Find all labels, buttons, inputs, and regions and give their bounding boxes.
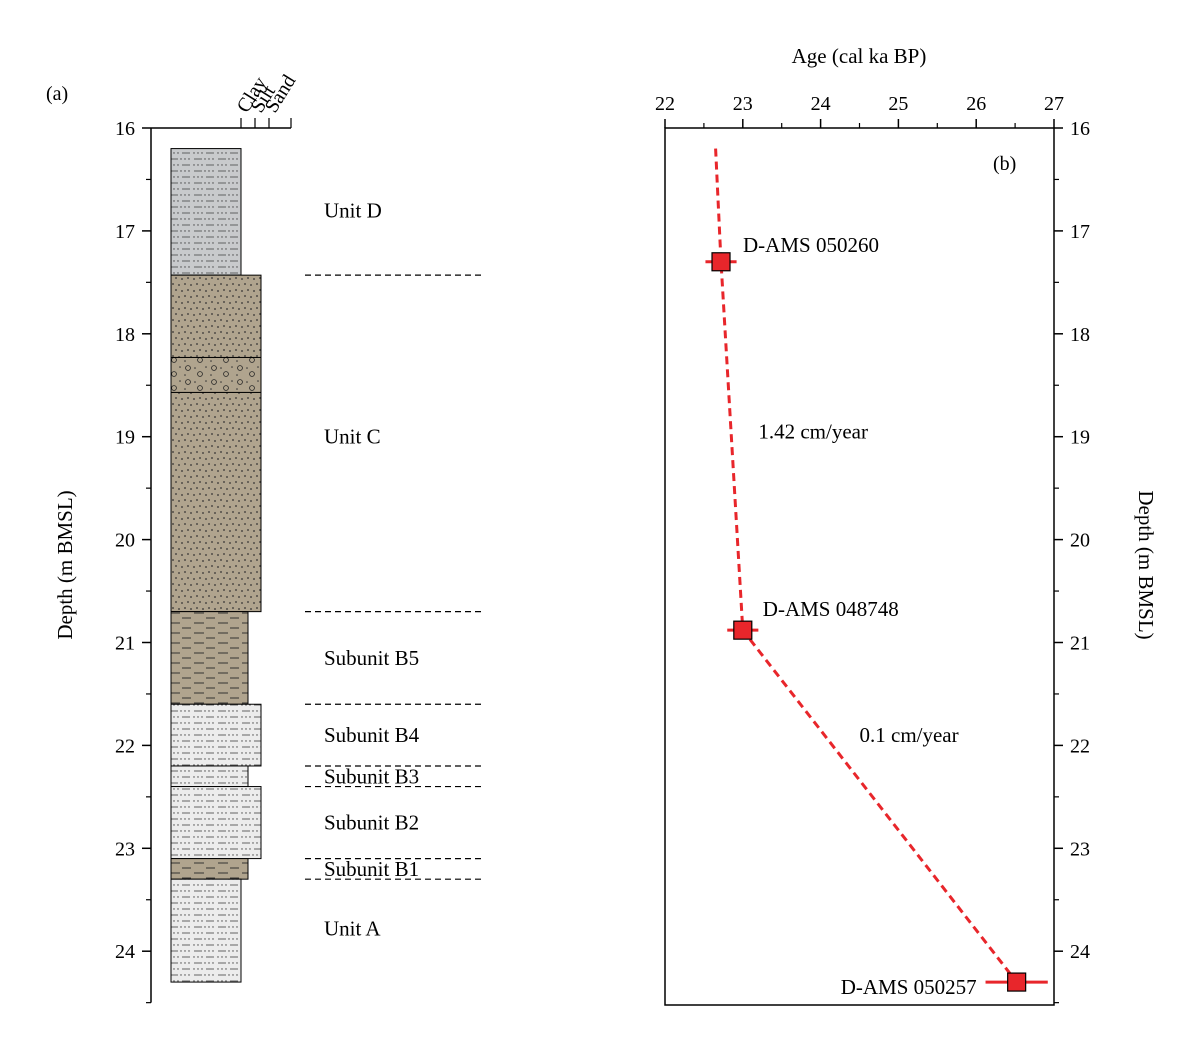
rate-annotation-1: 0.1 cm/year	[860, 723, 959, 747]
data-point-0	[711, 252, 731, 272]
point-label-2: D-AMS 050257	[841, 975, 977, 999]
age-axis: 22 23 24 25 26 27	[655, 93, 1064, 128]
unit-label-unit-d: Unit D	[324, 198, 382, 222]
age-axis-label: Age (cal ka BP)	[792, 44, 927, 68]
depth-axis-label-right: Depth (m BMSL)	[1134, 490, 1158, 639]
depth-tick-label-23: 23	[115, 838, 135, 860]
age-tick-label-25: 25	[888, 93, 908, 115]
unit-label-unit-a: Unit A	[324, 917, 381, 941]
depth-axis-left: 16 17 18 19 20 21 22 23 24	[115, 118, 152, 1004]
lithology-layers	[170, 148, 262, 983]
age-depth-trend-line	[714, 148, 1018, 984]
depth-tick-label-19: 19	[115, 427, 135, 449]
depth-tick-label-22: 22	[115, 735, 135, 757]
dating-points: D-AMS 050260 D-AMS 048748 D-AMS 050257	[705, 233, 1048, 999]
depth-tick-label-21: 21	[115, 633, 135, 655]
layer-sand-1	[170, 274, 262, 358]
data-point-1	[733, 620, 753, 640]
grain-size-scale: Clay Silt Sand	[151, 71, 301, 129]
depth-right-tick-label-21: 21	[1070, 633, 1090, 655]
depth-right-tick-label-18: 18	[1070, 324, 1090, 346]
depth-right-tick-label-22: 22	[1070, 735, 1090, 757]
layer-clayey-silt-4	[170, 611, 249, 705]
layer-silty-clay-6	[170, 765, 249, 788]
layer-silty-clay-0	[170, 148, 242, 276]
unit-label-subunit-b3: Subunit B3	[324, 764, 419, 788]
depth-tick-label-24: 24	[115, 941, 135, 963]
rate-annotation-0: 1.42 cm/year	[758, 420, 868, 444]
unit-labels: Unit D Unit C Subunit B5 Subunit B4 Subunit …	[324, 198, 420, 940]
point-label-1: D-AMS 048748	[763, 597, 899, 621]
depth-right-tick-label-24: 24	[1070, 941, 1090, 963]
layer-silty-clay-7	[170, 786, 262, 860]
depth-axis-right: 16 17 18 19 20 21 22 23 24	[1054, 118, 1090, 1004]
unit-label-subunit-b4: Subunit B4	[324, 723, 420, 747]
depth-right-tick-label-19: 19	[1070, 427, 1090, 449]
layer-clayey-silt-8	[170, 858, 249, 880]
panel-a-lithology-log: (a) 16 17 18 19 20 21 22 23 24 Unit D Unit C Subun…	[46, 71, 485, 1004]
panel-b-label: (b)	[993, 153, 1016, 175]
depth-tick-label-20: 20	[115, 530, 135, 552]
depth-right-tick-label-17: 17	[1070, 221, 1090, 243]
age-tick-label-24: 24	[811, 93, 831, 115]
unit-label-unit-c: Unit C	[324, 425, 381, 449]
age-tick-label-26: 26	[966, 93, 986, 115]
unit-label-subunit-b2: Subunit B2	[324, 811, 419, 835]
trend-line	[714, 148, 1018, 984]
data-point-2	[1007, 972, 1027, 992]
depth-tick-label-18: 18	[115, 324, 135, 346]
age-tick-label-23: 23	[733, 93, 753, 115]
point-label-0: D-AMS 050260	[743, 233, 879, 257]
depth-right-tick-label-23: 23	[1070, 838, 1090, 860]
depth-right-tick-label-16: 16	[1070, 118, 1090, 140]
unit-label-subunit-b5: Subunit B5	[324, 646, 419, 670]
unit-label-subunit-b1: Subunit B1	[324, 857, 419, 881]
layer-gravelly-sand-2	[170, 356, 262, 393]
panel-a-label: (a)	[46, 83, 68, 105]
depth-tick-label-17: 17	[115, 221, 135, 243]
age-tick-label-27: 27	[1044, 93, 1064, 115]
depth-axis-label-left: Depth (m BMSL)	[53, 490, 77, 639]
depth-right-tick-label-20: 20	[1070, 530, 1090, 552]
depth-tick-label-16: 16	[115, 118, 135, 140]
layer-silty-clay-9	[170, 878, 242, 983]
unit-boundaries	[305, 274, 485, 880]
layer-sand-3	[170, 391, 262, 613]
rate-annotations: 1.42 cm/year 0.1 cm/year	[758, 420, 958, 748]
panel-b-age-depth-plot: (b) Age (cal ka BP) Depth (m BMSL) 22 23 2…	[655, 44, 1158, 1006]
age-tick-label-22: 22	[655, 93, 675, 115]
grain-label-sand: Sand	[261, 71, 301, 117]
layer-silty-clay-5	[170, 703, 262, 767]
